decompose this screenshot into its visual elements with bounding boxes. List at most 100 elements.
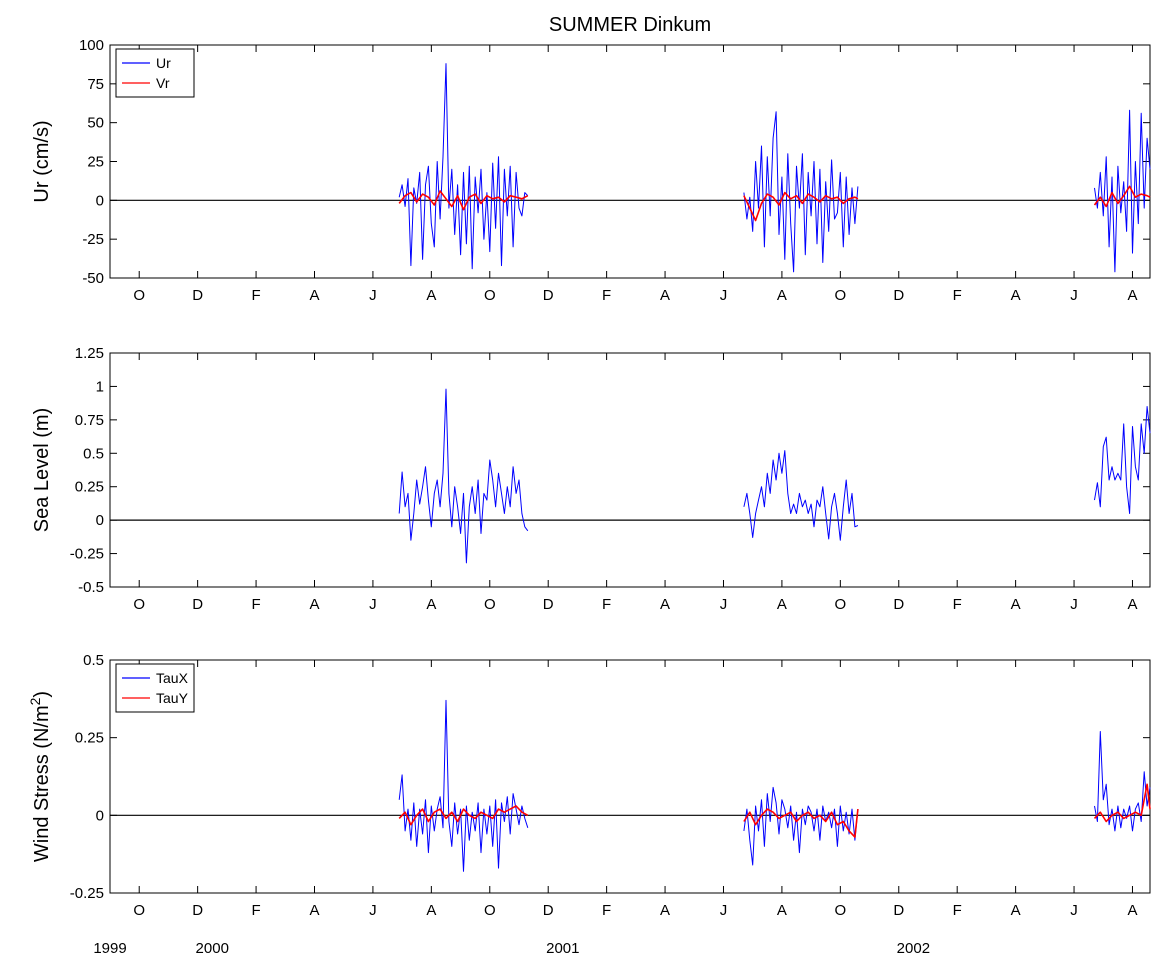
legend-box	[115, 48, 195, 98]
y-tick-label: 0.5	[83, 652, 104, 669]
plot-frame	[109, 44, 1151, 279]
x-tick-label: F	[251, 596, 260, 613]
series-1-line	[743, 786, 859, 866]
series-1-line	[743, 450, 859, 541]
y-tick-label: 0.75	[75, 412, 104, 429]
y-tick-label: -50	[82, 270, 104, 287]
x-tick-label: D	[192, 287, 203, 304]
y-axis-label: Wind Stress (N/m2)	[27, 691, 53, 862]
y-tick-label: 0	[96, 192, 104, 209]
x-tick-label: O	[484, 902, 496, 919]
y-axis-label: Sea Level (m)	[31, 408, 53, 533]
series-2-line	[743, 808, 859, 838]
x-tick-label: F	[953, 287, 962, 304]
x-tick-label: D	[192, 596, 203, 613]
y-tick-label: 100	[79, 37, 104, 54]
series-2-line	[398, 805, 529, 826]
plot-frame	[109, 659, 1151, 894]
y-tick-label: 0	[96, 807, 104, 824]
x-tick-label: A	[1127, 596, 1137, 613]
x-tick-label: J	[1070, 287, 1078, 304]
x-tick-label: O	[484, 287, 496, 304]
year-label: 2000	[196, 940, 229, 957]
series-2-line	[398, 190, 529, 211]
x-tick-label: J	[720, 596, 728, 613]
x-tick-label: J	[1070, 902, 1078, 919]
x-tick-label: F	[602, 596, 611, 613]
x-tick-label: A	[777, 902, 787, 919]
y-tick-label: 1	[96, 378, 104, 395]
x-tick-label: F	[602, 902, 611, 919]
series-1-line	[1094, 731, 1151, 832]
x-tick-label: O	[133, 596, 145, 613]
x-tick-label: O	[484, 596, 496, 613]
x-tick-label: A	[1011, 596, 1021, 613]
x-tick-label: O	[835, 596, 847, 613]
series-2-line	[1093, 783, 1151, 823]
series-2-line	[743, 191, 859, 222]
x-tick-label: A	[660, 902, 670, 919]
y-tick-label: -0.25	[70, 546, 104, 563]
x-tick-label: A	[777, 596, 787, 613]
series-1-line	[398, 63, 529, 270]
x-tick-label: F	[953, 902, 962, 919]
x-tick-label: J	[369, 902, 377, 919]
x-tick-label: A	[1011, 287, 1021, 304]
x-tick-label: A	[426, 596, 436, 613]
x-tick-label: A	[309, 287, 319, 304]
y-tick-label: 50	[87, 115, 104, 132]
x-tick-label: O	[133, 902, 145, 919]
x-tick-label: A	[426, 902, 436, 919]
x-tick-label: J	[1070, 596, 1078, 613]
series-1-line	[1094, 406, 1151, 514]
x-tick-label: D	[543, 596, 554, 613]
panel-2: -0.5 -0.25 0 0.25 0.5 0.75 1 1.25 O D F A J A O D F A J A O D…	[31, 345, 1151, 613]
x-tick-label: A	[1127, 902, 1137, 919]
legend-label: Vr	[156, 75, 170, 91]
x-tick-label: D	[192, 902, 203, 919]
y-tick-label: 0.25	[75, 730, 104, 747]
x-tick-label: A	[1011, 902, 1021, 919]
y-axis-label: Ur (cm/s)	[31, 120, 53, 202]
plot-frame	[109, 352, 1151, 588]
series-1-line	[398, 699, 529, 872]
x-tick-label: D	[893, 596, 904, 613]
series-1-line	[1094, 109, 1151, 273]
y-axis-label-part: )	[31, 691, 53, 698]
year-labels: 1999 2000 2001 2002	[93, 940, 930, 957]
x-tick-label: A	[660, 287, 670, 304]
x-tick-label: O	[835, 902, 847, 919]
x-tick-label: A	[309, 902, 319, 919]
x-tick-label: A	[660, 596, 670, 613]
series-2-line	[1093, 185, 1151, 208]
y-tick-label: 0.5	[83, 445, 104, 462]
series-1-line	[398, 388, 529, 564]
y-axis-label-superscript: 2	[27, 697, 43, 705]
y-tick-label: 0	[96, 512, 104, 529]
x-tick-label: J	[720, 287, 728, 304]
x-tick-label: A	[777, 287, 787, 304]
y-tick-label: 0.25	[75, 479, 104, 496]
year-label: 1999	[93, 940, 126, 957]
x-tick-label: F	[251, 902, 260, 919]
x-tick-label: J	[720, 902, 728, 919]
y-tick-label: -0.5	[78, 579, 104, 596]
year-label: 2001	[546, 940, 579, 957]
legend-box	[115, 663, 195, 713]
y-tick-label: 75	[87, 76, 104, 93]
figure-title: SUMMER Dinkum	[549, 14, 711, 36]
panel-3: -0.25 0 0.25 0.5 O D F A J A O D F A J A O D F A J A Wind Stre…	[27, 652, 1151, 919]
x-tick-label: F	[251, 287, 260, 304]
legend-label: TauX	[156, 670, 189, 686]
y-tick-label: -0.25	[70, 885, 104, 902]
y-tick-label: 25	[87, 154, 104, 171]
x-tick-label: J	[369, 287, 377, 304]
x-tick-label: A	[309, 596, 319, 613]
x-tick-label: D	[893, 287, 904, 304]
legend-label: TauY	[156, 690, 189, 706]
x-tick-label: A	[1127, 287, 1137, 304]
series-1-line	[743, 111, 859, 273]
x-tick-label: F	[602, 287, 611, 304]
